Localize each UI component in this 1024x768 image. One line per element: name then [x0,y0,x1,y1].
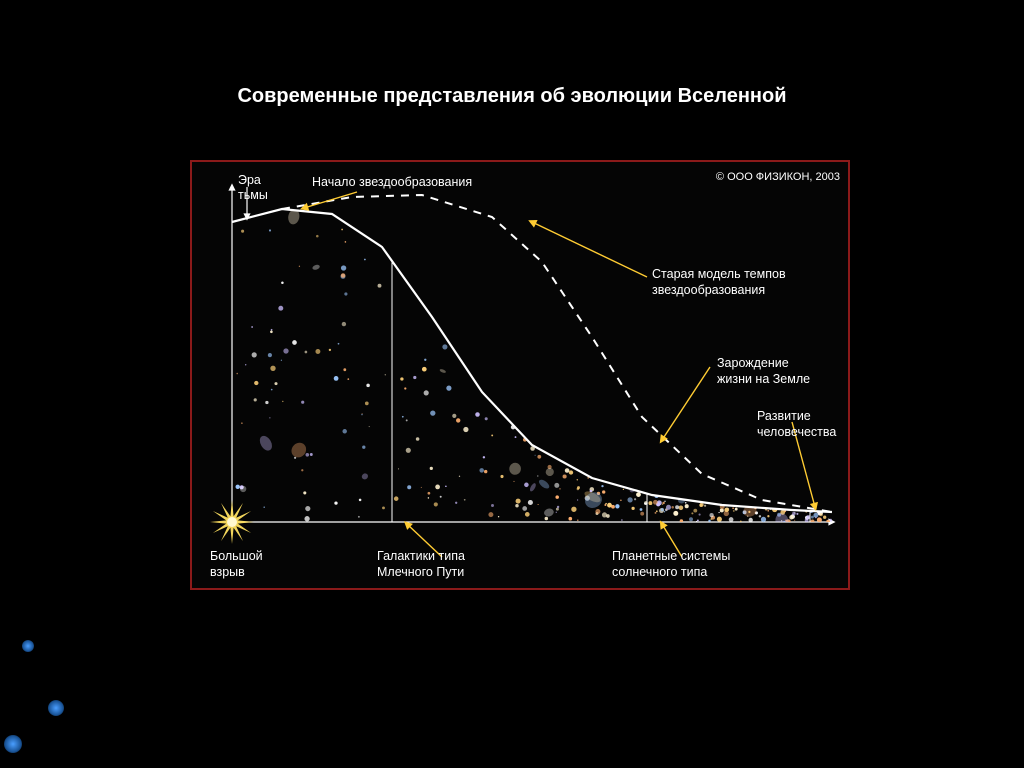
label-era-dark-1: Эра [238,173,261,187]
leader-life-earth [662,367,710,440]
label-big-bang-1: Большой [210,549,263,563]
label-humanity-1: Развитие [757,409,811,423]
label-star-formation: Начало звездообразования [312,175,472,189]
label-humanity-2: человечества [757,425,836,439]
leader-old-model [532,222,647,277]
leader-star-formation [304,192,357,208]
label-old-model-1: Старая модель темпов [652,267,786,281]
deco-dot [48,700,64,716]
big-bang-star-icon [210,500,254,544]
dashed-curve [282,195,832,512]
label-milky-way-2: Млечного Пути [377,565,464,579]
label-era-dark-2: тьмы [238,188,268,202]
label-big-bang-2: взрыв [210,565,245,579]
label-old-model-2: звездообразования [652,283,765,297]
chart-svg: Эра тьмы Начало звездообразования © ООО … [192,162,852,592]
deco-dot [22,640,34,652]
copyright-text: © ООО ФИЗИКОН, 2003 [716,171,840,183]
label-planetary-1: Планетные системы [612,549,730,563]
chart-frame: Эра тьмы Начало звездообразования © ООО … [190,160,850,590]
deco-dot [4,735,22,753]
label-milky-way-1: Галактики типа [377,549,465,563]
label-planetary-2: солнечного типа [612,565,707,579]
slide-title: Современные представления об эволюции Вс… [0,85,1024,108]
vertical-separators [392,261,810,522]
label-life-earth-1: Зарождение [717,356,789,370]
label-life-earth-2: жизни на Земле [717,372,810,386]
